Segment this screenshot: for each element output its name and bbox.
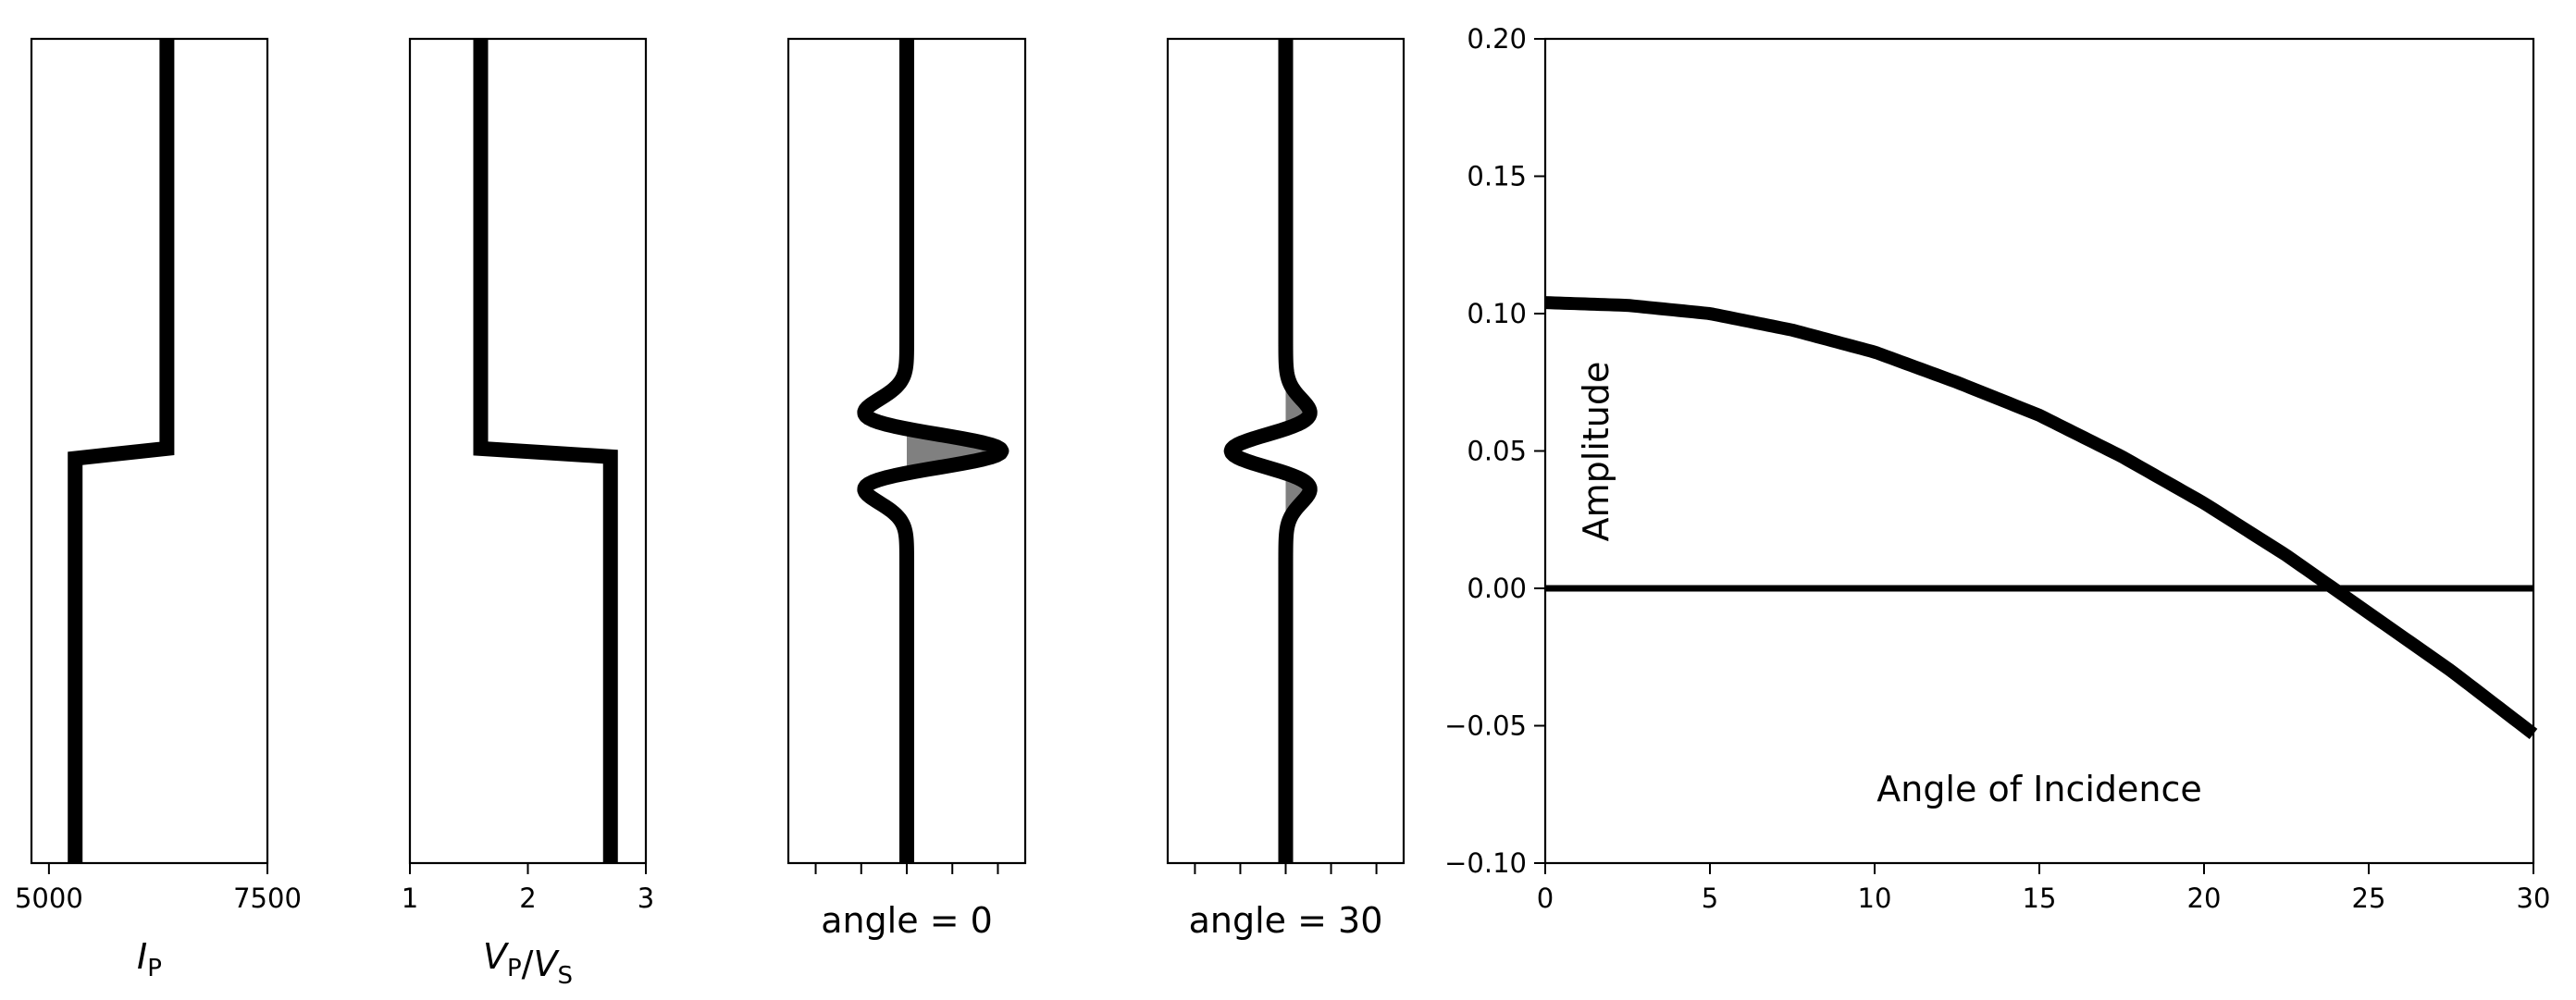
avo-y-tick-5-label: 0.15 xyxy=(1467,161,1527,192)
ip-log-xlabel-subscript: P xyxy=(147,955,162,982)
ip-log-curve xyxy=(68,39,175,863)
synthetic-angle-0-trace xyxy=(857,33,1009,869)
synthetic-angle-0-positive-fill xyxy=(907,39,1002,863)
synthetic-angle-0-xlabel: angle = 0 xyxy=(821,900,993,941)
avo-x-tick-1-label: 5 xyxy=(1702,883,1718,914)
avo-y-tick-1-label: −0.05 xyxy=(1444,710,1527,742)
ip-log-xlabel-symbol: I xyxy=(137,936,147,977)
vpvs-log-xlabel-symbol: V xyxy=(483,936,510,977)
synthetic-angle-30-xlabel: angle = 30 xyxy=(1189,900,1383,941)
avo-y-tick-6-label: 0.20 xyxy=(1467,23,1527,55)
avo-x-tick-4-label: 20 xyxy=(2187,883,2222,914)
avo-x-tick-6-label: 30 xyxy=(2517,883,2551,914)
avo-xlabel: Angle of Incidence xyxy=(1876,769,2202,809)
synthetic-angle-30-trace xyxy=(1223,33,1318,869)
vpvs-log-x-tick-2-label: 3 xyxy=(638,883,654,914)
vpvs-log-xlabel-subscript: S xyxy=(557,962,573,990)
avo-curve xyxy=(1543,296,2538,739)
vpvs-log-xlabel-symbol: V xyxy=(533,944,560,984)
avo-y-tick-2-label: 0.00 xyxy=(1467,573,1527,604)
avo-y-tick-0-label: −0.10 xyxy=(1444,847,1527,879)
ip-log-frame xyxy=(30,37,269,865)
avo-ylabel: Amplitude xyxy=(1576,362,1616,542)
ip-log-x-tick-0-label: 5000 xyxy=(15,883,83,914)
avo-x-tick-0-label: 0 xyxy=(1537,883,1554,914)
avo-x-tick-5-label: 25 xyxy=(2352,883,2386,914)
ip-log-xlabel: IP xyxy=(137,936,162,982)
vpvs-log-xlabel-separator: / xyxy=(522,944,534,984)
avo-y-tick-3-label: 0.05 xyxy=(1467,436,1527,467)
vpvs-log-xlabel-subscript: P xyxy=(507,955,522,982)
avo-y-tick-4-label: 0.10 xyxy=(1467,298,1527,329)
vpvs-log-xlabel: VP/VS xyxy=(483,936,573,990)
ip-log-x-tick-1-label: 7500 xyxy=(233,883,302,914)
vpvs-log-x-tick-0-label: 1 xyxy=(402,883,418,914)
vpvs-log-x-tick-1-label: 2 xyxy=(519,883,536,914)
avo-x-tick-3-label: 15 xyxy=(2023,883,2057,914)
vpvs-log-curve xyxy=(473,39,618,863)
avo-x-tick-2-label: 10 xyxy=(1858,883,1892,914)
